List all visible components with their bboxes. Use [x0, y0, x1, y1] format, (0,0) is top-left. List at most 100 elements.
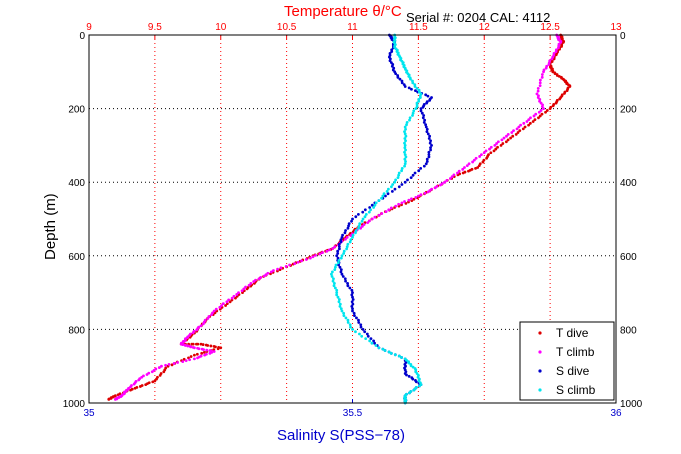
data-point [461, 171, 465, 175]
data-point [202, 351, 206, 354]
data-point [359, 226, 363, 230]
data-point [380, 212, 384, 215]
data-point [421, 105, 425, 109]
y-axis-tick-label-right: 0 [620, 31, 626, 42]
data-point [193, 346, 196, 350]
data-point [421, 116, 425, 120]
y-axis-tick-label-left: 0 [79, 31, 85, 42]
data-point [150, 370, 154, 374]
data-point [504, 140, 508, 144]
data-point [337, 300, 341, 304]
data-point [493, 144, 497, 147]
data-point [387, 350, 391, 354]
data-point [467, 162, 471, 166]
data-point [373, 203, 377, 207]
top-axis-tick-label: 12 [479, 22, 491, 33]
data-point [304, 258, 308, 261]
data-point [419, 193, 423, 197]
data-point [531, 120, 535, 123]
data-point [489, 145, 493, 149]
data-point [151, 380, 155, 384]
data-point [330, 270, 334, 274]
data-point [368, 219, 371, 223]
data-point [527, 118, 531, 122]
data-point [354, 215, 358, 219]
data-point [512, 129, 515, 133]
data-point [403, 180, 407, 184]
data-point [220, 304, 223, 307]
data-point [474, 156, 478, 160]
data-point [542, 107, 545, 110]
data-point [428, 141, 432, 145]
plot-frame [88, 34, 617, 404]
data-point [370, 217, 374, 221]
data-point [502, 136, 506, 140]
data-point [357, 321, 361, 324]
data-point [368, 206, 372, 209]
data-point [257, 277, 261, 281]
data-point [339, 268, 343, 271]
data-point [199, 324, 203, 328]
data-point [407, 198, 411, 202]
data-point [351, 328, 354, 331]
data-point [540, 75, 544, 79]
data-point [538, 114, 542, 118]
data-point [342, 249, 346, 253]
data-point [529, 116, 532, 120]
data-point [272, 269, 275, 272]
data-point [208, 351, 212, 355]
data-point [443, 180, 447, 184]
data-point [225, 300, 229, 304]
data-point [202, 348, 205, 352]
data-point [357, 226, 360, 230]
data-point [482, 151, 486, 155]
data-point [411, 377, 415, 381]
data-point [404, 148, 407, 152]
series-t-climb [113, 33, 563, 401]
data-point [427, 153, 431, 157]
data-point [336, 295, 340, 299]
data-point [394, 178, 398, 182]
data-point [335, 291, 339, 294]
data-point [515, 127, 519, 131]
data-point [506, 138, 510, 142]
legend-label-s-climb: S climb [556, 383, 596, 397]
data-point [547, 63, 551, 66]
data-point [172, 362, 176, 365]
data-point [367, 210, 371, 214]
data-point [544, 66, 548, 70]
data-point [403, 137, 407, 140]
data-point [403, 164, 406, 168]
bottom-axis-tick-label: 35.5 [343, 408, 363, 419]
data-point [348, 323, 352, 327]
data-point [386, 192, 390, 196]
y-axis-tick-label-left: 200 [68, 105, 85, 116]
data-point [201, 343, 205, 346]
data-point [247, 283, 251, 287]
data-point [293, 262, 297, 266]
y-axis-title: Depth (m) [42, 193, 59, 260]
data-point [463, 166, 466, 169]
data-point [341, 275, 345, 278]
data-point [195, 328, 199, 332]
data-point [533, 118, 537, 122]
data-point [411, 81, 415, 85]
data-point [193, 353, 196, 357]
data-point [425, 160, 429, 163]
data-point [361, 210, 365, 214]
data-point [356, 213, 360, 216]
data-point [344, 229, 347, 232]
data-point [496, 145, 499, 149]
data-point [344, 237, 347, 241]
data-point [366, 221, 370, 225]
data-point [472, 158, 476, 162]
top-axis-ticks: 9 9.5 10 10.5 11 11.5 12 12.5 13 [86, 22, 622, 39]
data-point [481, 160, 485, 164]
top-axis-tick-label: 10.5 [277, 22, 297, 33]
data-point [337, 298, 341, 301]
data-point [352, 311, 356, 315]
data-point [374, 344, 378, 347]
data-point [394, 204, 398, 208]
data-point [314, 253, 317, 257]
data-point [414, 195, 418, 199]
